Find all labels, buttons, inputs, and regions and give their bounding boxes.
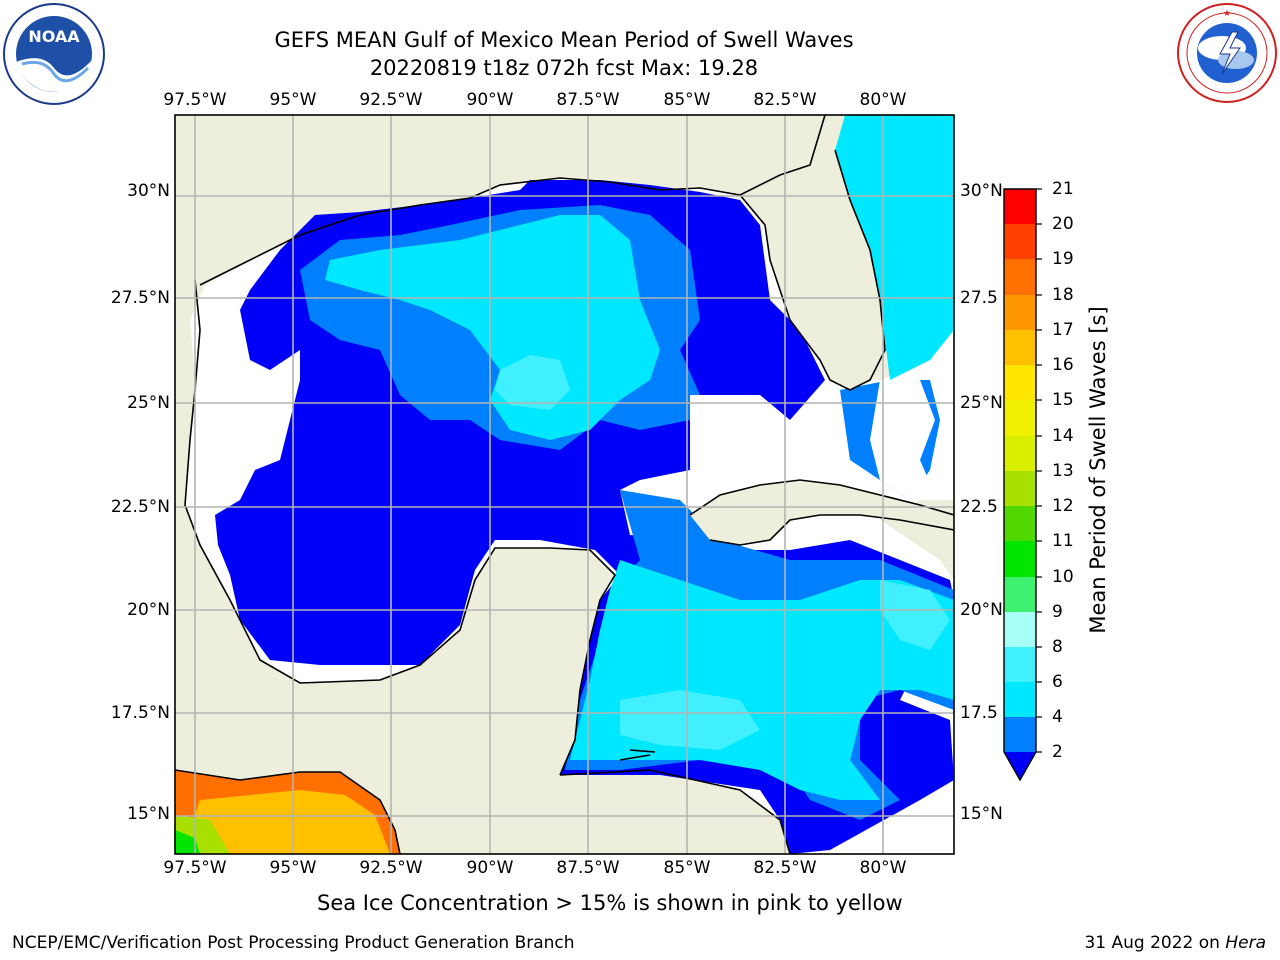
coastlines [175,115,954,854]
colorbar-tick-label: 14 [1052,426,1074,446]
colorbar-tick-label: 2 [1052,742,1063,762]
florida-land [740,115,885,390]
colorbar-tick-label: 11 [1052,531,1074,551]
lon-tick-bottom: 85°W [663,858,711,878]
cuba-land [690,480,954,545]
lat-tick-right: 30°N [960,181,1003,201]
colorbar-tick-label: 15 [1052,390,1074,410]
colorbar-seg-16 [1004,330,1036,365]
lon-tick-top: 97.5°W [163,90,227,110]
pacific-green-values [175,830,200,854]
lat-tick-left: 15°N [127,804,170,824]
colorbar [1003,188,1042,782]
lon-tick-top: 95°W [269,90,317,110]
lon-tick-top: 92.5°W [359,90,423,110]
lat-tick-left: 17.5°N [110,703,170,723]
colorbar-tick-label: 21 [1052,179,1074,199]
colorbar-label: Mean Period of Swell Waves [s] [1086,306,1110,634]
lat-tick-right: 22.5 [960,497,998,517]
colorbar-seg-2 [1004,717,1036,752]
lat-tick-left: 20°N [127,600,170,620]
colorbar-seg-19 [1004,224,1036,259]
chart-subtitle: 20220819 t18z 072h fcst Max: 19.28 [369,56,759,80]
lon-tick-top: 90°W [466,90,514,110]
lon-tick-top: 82.5°W [753,90,817,110]
lat-tick-left: 27.5°N [110,288,170,308]
colorbar-seg-6 [1004,647,1036,682]
colorbar-seg-11 [1004,506,1036,541]
unshaded-bahamas-gap [870,380,935,500]
lat-tick-left: 22.5°N [110,497,170,517]
colorbar-tick-label: 17 [1052,320,1074,340]
lon-tick-bottom: 92.5°W [359,858,423,878]
colorbar-seg-17 [1004,295,1036,330]
footer-machine: Hera [1225,933,1266,953]
unshaded-cuba-gap [690,395,790,480]
colorbar-tick-label: 18 [1052,285,1074,305]
gridlines [175,115,954,854]
lon-tick-bottom: 90°W [466,858,514,878]
nws-logo: ★ [1176,2,1278,104]
lon-tick-bottom: 87.5°W [556,858,620,878]
lon-tick-bottom: 97.5°W [163,858,227,878]
footer-right: 31 Aug 2022 on Hera [1084,933,1266,953]
colorbar-tickmarks [1036,188,1042,753]
chart-title: GEFS MEAN Gulf of Mexico Mean Period of … [274,28,854,52]
map-frame [174,114,955,855]
lon-tick-bottom: 95°W [269,858,317,878]
colorbar-tick-label: 19 [1052,249,1074,269]
colorbar-seg-10 [1004,541,1036,577]
lat-tick-right: 17.5 [960,703,998,723]
colorbar-seg-13 [1004,436,1036,471]
colorbar-extend-min [1004,752,1036,780]
lat-tick-left: 30°N [127,181,170,201]
colorbar-tick-label: 16 [1052,355,1074,375]
colorbar-tick-label: 10 [1052,567,1074,587]
swell-8-9s-a [495,355,570,410]
lon-tick-top: 87.5°W [556,90,620,110]
colorbar-seg-9 [1004,577,1036,612]
lat-tick-right: 25°N [960,393,1003,413]
lat-tick-right: 20°N [960,600,1003,620]
swell-8-9s-c [880,580,950,650]
lon-tick-bottom: 80°W [859,858,907,878]
footer-left: NCEP/EMC/Verification Post Processing Pr… [12,933,575,953]
lat-tick-right: 27.5 [960,288,998,308]
lon-tick-top: 85°W [663,90,711,110]
colorbar-frame [1003,188,1037,782]
colorbar-tick-label: 9 [1052,602,1063,622]
svg-text:★: ★ [1223,9,1231,19]
colorbar-tick-label: 8 [1052,637,1063,657]
colorbar-seg-15 [1004,365,1036,400]
yucatan-land [460,548,615,775]
colorbar-tick-label: 20 [1052,214,1074,234]
lon-tick-bottom: 82.5°W [753,858,817,878]
colorbar-seg-8 [1004,612,1036,647]
footer-date: 31 Aug 2022 on [1084,933,1226,953]
colorbar-tick-label: 6 [1052,672,1063,692]
lat-tick-left: 25°N [127,393,170,413]
colorbar-seg-20 [1004,189,1036,224]
swell-6-8s [325,215,660,440]
colorbar-tick-label: 4 [1052,707,1063,727]
swell-8-9s-b [620,690,760,750]
colorbar-seg-4 [1004,682,1036,717]
noaa-logo-text: NOAA [28,27,80,46]
lat-tick-right: 15°N [960,804,1003,824]
colorbar-tick-label: 13 [1052,461,1074,481]
colorbar-seg-14 [1004,400,1036,436]
colorbar-seg-18 [1004,259,1036,295]
lon-tick-top: 80°W [859,90,907,110]
ice-note: Sea Ice Concentration > 15% is shown in … [317,891,903,915]
colorbar-seg-12 [1004,471,1036,506]
pacific-mid-values [190,790,390,854]
noaa-logo: NOAA [2,2,106,106]
colorbar-tick-label: 12 [1052,496,1074,516]
swell-6-8s-atlantic [835,115,954,380]
